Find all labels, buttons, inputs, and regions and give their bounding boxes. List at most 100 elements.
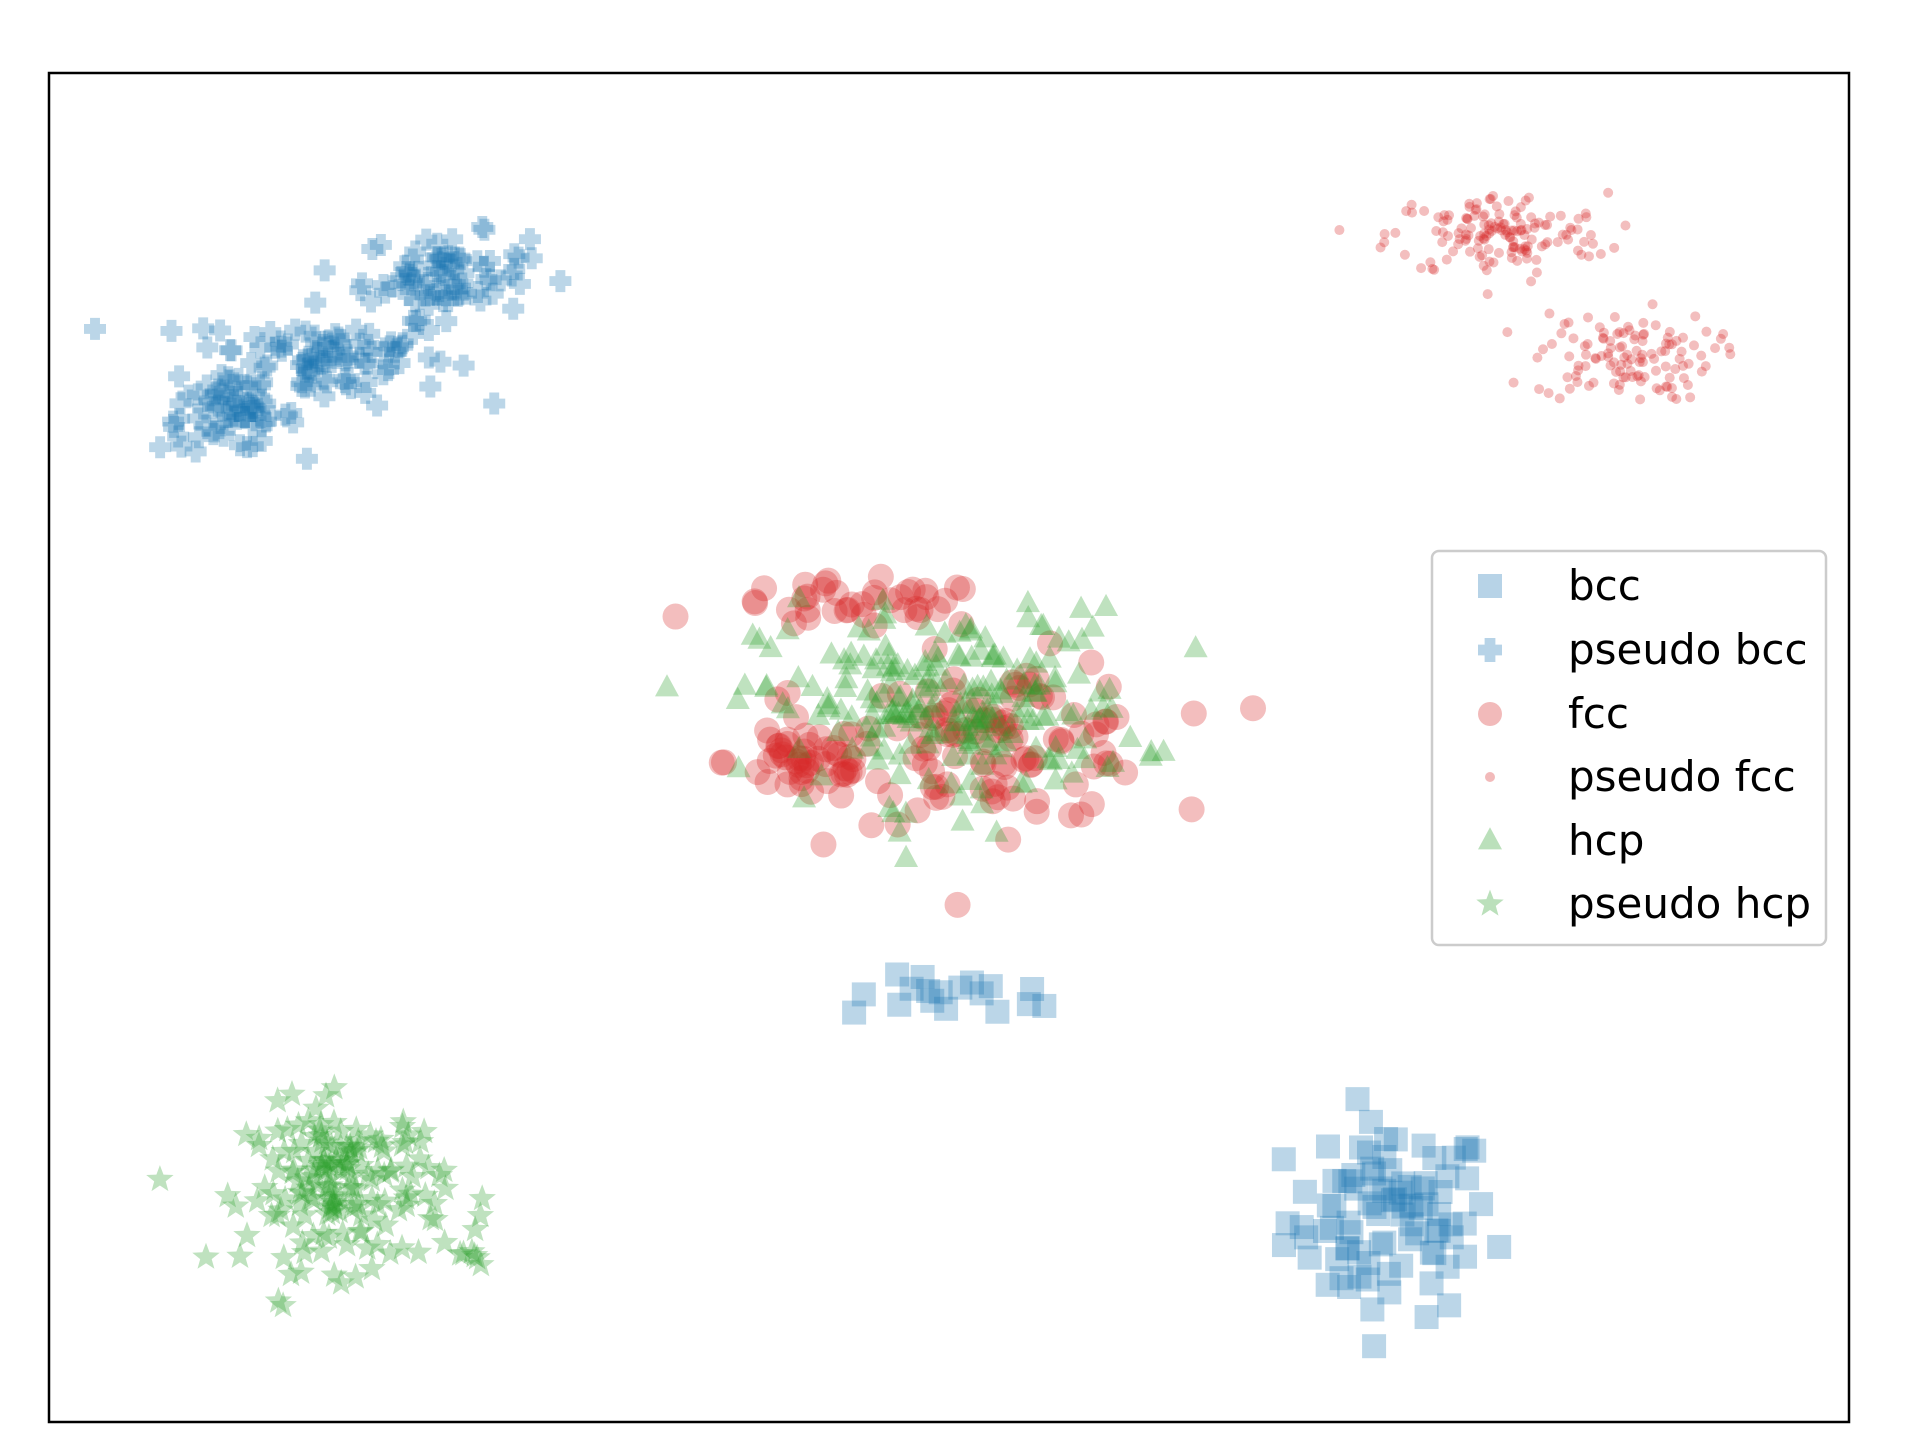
data-point-pseudo-fcc: [1481, 265, 1492, 276]
data-point-pseudo-fcc: [1654, 385, 1665, 396]
data-point-fcc: [934, 717, 961, 744]
data-point-pseudo-fcc: [1506, 225, 1517, 236]
data-point-fcc: [939, 677, 966, 704]
data-point-fcc: [944, 891, 971, 918]
data-point-pseudo-hcp: [288, 1179, 316, 1206]
data-point-pseudo-fcc: [1609, 242, 1620, 253]
data-point-fcc: [854, 730, 881, 757]
data-point-hcp: [912, 654, 937, 677]
data-point-pseudo-hcp: [318, 1198, 346, 1225]
data-point-fcc: [794, 583, 821, 610]
data-point-pseudo-bcc: [320, 350, 343, 373]
data-point-pseudo-bcc: [417, 293, 440, 316]
data-point-pseudo-bcc: [304, 291, 327, 314]
data-point-hcp: [887, 819, 912, 842]
data-point-pseudo-bcc: [390, 266, 413, 289]
data-point-pseudo-fcc: [1581, 212, 1592, 223]
data-point-pseudo-hcp: [326, 1183, 354, 1210]
data-point-pseudo-hcp: [298, 1184, 326, 1210]
data-point-pseudo-bcc: [209, 411, 232, 434]
data-point-pseudo-fcc: [1375, 242, 1386, 253]
data-point-pseudo-hcp: [320, 1073, 348, 1100]
data-point-hcp: [1138, 743, 1163, 766]
data-point-pseudo-hcp: [321, 1195, 349, 1221]
data-point-fcc: [877, 587, 904, 614]
data-point-bcc: [1408, 1195, 1433, 1220]
data-point-fcc: [861, 579, 888, 606]
data-point-hcp: [1024, 650, 1049, 673]
data-point-pseudo-bcc: [339, 377, 362, 400]
data-point-pseudo-bcc: [355, 371, 378, 394]
data-point-pseudo-bcc: [433, 263, 456, 286]
data-point-pseudo-fcc: [1583, 380, 1594, 391]
data-point-pseudo-bcc: [297, 345, 320, 368]
data-point-pseudo-fcc: [1624, 325, 1635, 336]
data-point-hcp: [819, 641, 844, 664]
data-point-fcc: [751, 575, 778, 602]
data-point-pseudo-fcc: [1635, 376, 1646, 387]
data-point-pseudo-bcc: [446, 284, 469, 307]
data-point-hcp: [958, 728, 983, 751]
data-point-fcc: [923, 784, 950, 811]
data-point-fcc: [865, 768, 892, 795]
data-point-pseudo-bcc: [440, 250, 463, 273]
data-point-pseudo-hcp: [316, 1193, 345, 1220]
data-point-pseudo-bcc: [408, 308, 431, 331]
data-point-pseudo-fcc: [1484, 194, 1495, 205]
data-point-pseudo-fcc: [1615, 366, 1626, 377]
data-point-hcp: [924, 653, 949, 676]
data-point-pseudo-hcp: [338, 1194, 366, 1221]
data-point-hcp: [1012, 694, 1037, 718]
data-point-pseudo-hcp: [329, 1219, 357, 1246]
data-point-fcc: [904, 797, 931, 824]
data-point-pseudo-hcp: [370, 1136, 398, 1163]
data-point-pseudo-fcc: [1561, 229, 1572, 240]
data-point-pseudo-fcc: [1613, 384, 1624, 395]
data-point-pseudo-fcc: [1620, 220, 1631, 231]
data-point-pseudo-hcp: [356, 1120, 385, 1147]
data-point-pseudo-fcc: [1625, 365, 1636, 376]
data-point-pseudo-bcc: [329, 333, 352, 356]
data-point-bcc: [1347, 1240, 1372, 1265]
data-point-pseudo-bcc: [475, 267, 498, 290]
data-point-pseudo-bcc: [203, 420, 226, 443]
data-point-pseudo-hcp: [233, 1221, 261, 1248]
data-point-bcc: [1322, 1168, 1347, 1193]
data-point-hcp: [982, 642, 1007, 665]
data-point-pseudo-bcc: [217, 406, 240, 429]
data-point-fcc: [965, 686, 992, 713]
data-point-pseudo-bcc: [280, 401, 303, 424]
data-point-hcp: [816, 694, 841, 718]
data-point-fcc: [904, 604, 931, 631]
data-point-pseudo-fcc: [1479, 219, 1490, 230]
data-point-pseudo-bcc: [217, 366, 240, 389]
data-point-hcp: [900, 687, 925, 710]
data-point-pseudo-bcc: [402, 322, 425, 345]
data-point-pseudo-hcp: [371, 1187, 399, 1213]
data-point-pseudo-fcc: [1542, 237, 1553, 248]
data-point-pseudo-bcc: [296, 348, 319, 371]
data-point-pseudo-hcp: [333, 1230, 361, 1257]
data-point-hcp: [1183, 635, 1208, 658]
data-point-hcp: [976, 732, 1001, 756]
data-point-hcp: [949, 708, 974, 731]
data-point-bcc: [1349, 1135, 1374, 1160]
data-point-hcp: [1043, 664, 1068, 688]
data-point-pseudo-bcc: [416, 271, 439, 294]
data-point-hcp: [1059, 760, 1084, 783]
legend-label-bcc: bcc: [1568, 561, 1641, 610]
data-point-pseudo-bcc: [469, 289, 492, 312]
data-point-pseudo-fcc: [1515, 225, 1526, 236]
data-point-fcc: [922, 702, 949, 729]
data-point-hcp: [887, 742, 912, 765]
data-point-fcc: [1093, 750, 1120, 777]
data-point-bcc: [1360, 1156, 1385, 1181]
data-point-hcp: [918, 715, 943, 738]
data-point-pseudo-fcc: [1481, 230, 1492, 241]
data-point-pseudo-hcp: [308, 1152, 336, 1179]
data-point-hcp: [945, 642, 970, 665]
data-point-fcc: [911, 750, 938, 777]
data-point-pseudo-bcc: [425, 260, 448, 283]
data-point-bcc: [1487, 1234, 1512, 1259]
data-point-hcp: [939, 771, 964, 794]
